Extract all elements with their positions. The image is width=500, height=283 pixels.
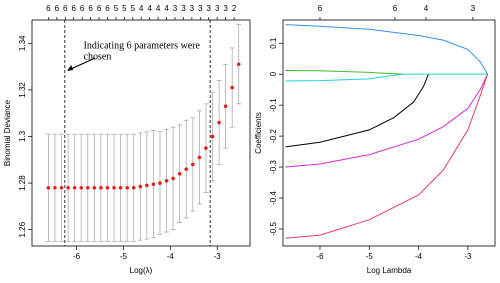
point — [118, 185, 123, 190]
point — [158, 181, 162, 185]
x-axis-label: Log Lambda — [367, 266, 412, 275]
point — [204, 146, 208, 150]
point — [79, 185, 84, 190]
point — [236, 62, 241, 67]
top-tick-label: 6 — [393, 4, 398, 13]
top-tick-label: 3 — [207, 4, 212, 13]
point — [210, 134, 215, 139]
point — [164, 178, 169, 183]
y-tick-label: -0.2 — [269, 129, 278, 143]
point — [125, 185, 129, 190]
coef-path — [285, 74, 489, 239]
point — [191, 162, 195, 167]
y-tick-label: -0.1 — [269, 98, 278, 112]
top-tick-label: 3 — [173, 4, 178, 13]
point — [53, 185, 57, 190]
y-axis-label: Coefficients — [254, 112, 263, 154]
point — [171, 176, 175, 181]
y-tick-label: -0.5 — [269, 222, 278, 236]
point — [131, 185, 136, 190]
coef-path — [285, 69, 404, 75]
point — [59, 185, 64, 190]
top-tick-label: 4 — [139, 4, 144, 13]
annotation: Indicating 6 parameters were — [84, 40, 201, 51]
top-tick-label: 3 — [198, 4, 203, 13]
plot-frame — [282, 19, 496, 247]
annotation: chosen — [84, 51, 112, 62]
top-tick-label: 6 — [80, 4, 85, 13]
top-tick-label: 6 — [318, 4, 323, 13]
top-tick-label: 6 — [71, 4, 76, 13]
point — [112, 185, 116, 190]
top-tick-label: 6 — [88, 4, 93, 13]
top-tick-label: 4 — [164, 4, 169, 13]
top-tick-label: 6 — [105, 4, 110, 13]
top-tick-label: 5 — [131, 4, 136, 13]
y-tick-label: -0.3 — [269, 160, 278, 174]
top-tick-label: 5 — [122, 4, 127, 13]
y-tick-label: 1.32 — [18, 82, 27, 98]
x-tick-label: -4 — [415, 252, 423, 261]
point — [217, 120, 221, 125]
coef-path — [285, 73, 429, 148]
x-tick-label: -5 — [120, 252, 128, 261]
point — [151, 182, 156, 187]
point — [105, 185, 110, 190]
top-tick-label: 4 — [156, 4, 161, 13]
top-tick-label: 2 — [232, 4, 237, 13]
point — [138, 184, 143, 189]
point — [46, 185, 51, 190]
arrow-head — [67, 65, 74, 71]
y-tick-label: -0.4 — [269, 191, 278, 205]
y-tick-label: 1.26 — [18, 221, 27, 237]
point — [92, 185, 97, 190]
top-tick-label: 6 — [55, 4, 60, 13]
x-tick-label: -6 — [73, 252, 81, 261]
x-tick-label: -6 — [316, 252, 324, 261]
top-tick-label: 3 — [190, 4, 195, 13]
point — [197, 155, 202, 160]
point — [66, 185, 70, 190]
y-tick-label: 0 — [269, 71, 278, 76]
y-axis-label: Binomial Deviance — [3, 99, 12, 166]
x-tick-label: -5 — [366, 252, 374, 261]
top-tick-label: 4 — [147, 4, 152, 13]
top-tick-label: 4 — [424, 4, 429, 13]
point — [223, 104, 228, 109]
annotation-arrow — [68, 57, 96, 71]
x-axis-label: Log(λ) — [130, 266, 153, 275]
coef-path — [285, 24, 489, 75]
top-tick-label: 6 — [46, 4, 51, 13]
x-tick-label: -3 — [214, 252, 222, 261]
top-tick-label: 5 — [114, 4, 119, 13]
point — [85, 185, 90, 190]
y-tick-label: 0.1 — [269, 37, 278, 49]
y-tick-label: 1.3 — [18, 130, 27, 142]
point — [230, 85, 234, 90]
x-tick-label: -3 — [464, 252, 472, 261]
top-tick-label: 3 — [223, 4, 228, 13]
point — [72, 185, 77, 190]
point — [177, 171, 182, 176]
top-tick-label: 6 — [97, 4, 102, 13]
coef-path — [285, 73, 488, 82]
point — [184, 167, 189, 171]
top-tick-label: 3 — [181, 4, 186, 13]
y-tick-label: 1.34 — [18, 35, 27, 51]
top-tick-label: 3 — [471, 4, 476, 13]
point — [145, 183, 149, 188]
y-tick-label: 1.28 — [18, 175, 27, 191]
x-tick-label: -4 — [167, 252, 175, 261]
coef-path — [285, 73, 489, 168]
point — [99, 185, 103, 190]
top-tick-label: 3 — [215, 4, 220, 13]
top-tick-label: 6 — [63, 4, 68, 13]
